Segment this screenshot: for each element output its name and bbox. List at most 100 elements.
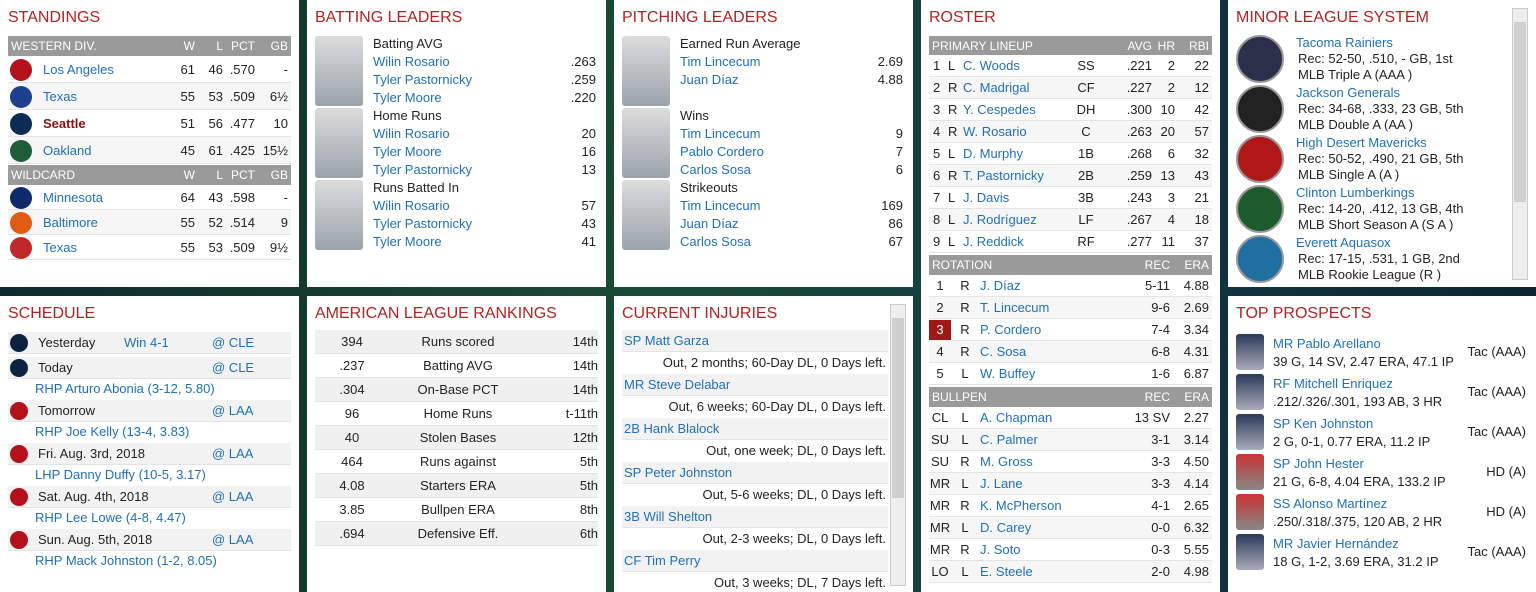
team-name[interactable]: Everett Aquasox xyxy=(1296,235,1391,250)
player-name[interactable]: Y. Cespedes xyxy=(963,102,1036,117)
record: 13 SV xyxy=(1134,410,1170,425)
role: MR xyxy=(929,498,951,513)
standings-row xyxy=(8,235,291,260)
ranking-row xyxy=(315,426,598,450)
role: 1 xyxy=(936,278,944,293)
prospect-name[interactable]: SS Alonso Martínez xyxy=(1273,496,1388,511)
era: 4.98 xyxy=(1183,564,1209,579)
team-name[interactable]: Tacoma Rainiers xyxy=(1296,35,1393,50)
team-name[interactable]: Clinton Lumberkings xyxy=(1296,185,1415,200)
player-name[interactable]: J. Reddick xyxy=(963,234,1024,249)
leader-name[interactable]: Tim Lincecum xyxy=(680,198,761,213)
prospect-name[interactable]: SP John Hester xyxy=(1273,456,1364,471)
probable-pitcher[interactable]: RHP Joe Kelly (13-4, 3.83) xyxy=(35,424,190,439)
player-name[interactable]: D. Carey xyxy=(980,520,1032,535)
leader-name[interactable]: Tyler Pastornicky xyxy=(373,72,472,87)
injury-row xyxy=(622,418,888,440)
player-name[interactable]: P. Cordero xyxy=(980,322,1042,337)
team-name[interactable]: Texas xyxy=(43,239,77,255)
prospect-name[interactable]: MR Pablo Arellano xyxy=(1273,336,1381,351)
team-name[interactable]: Jackson Generals xyxy=(1296,85,1401,100)
roster-row xyxy=(929,99,1212,121)
leader-name[interactable]: Tyler Pastornicky xyxy=(373,216,472,231)
player-name[interactable]: J. Díaz xyxy=(980,278,1021,293)
opponent[interactable]: @ CLE xyxy=(212,335,255,350)
player-name[interactable]: J. Lane xyxy=(980,476,1023,491)
leader-name[interactable]: Juan Díaz xyxy=(680,216,739,231)
leader-name[interactable]: Carlos Sosa xyxy=(680,234,751,249)
leader-name[interactable]: Tyler Moore xyxy=(373,234,442,249)
player-name[interactable]: C. Palmer xyxy=(980,432,1038,447)
leader-name[interactable]: Tyler Moore xyxy=(373,90,442,105)
probable-pitcher[interactable]: RHP Mack Johnston (1-2, 8.05) xyxy=(35,553,217,568)
player-name[interactable]: T. Lincecum xyxy=(980,300,1050,315)
standings-row xyxy=(8,137,291,164)
leader-name[interactable]: Tim Lincecum xyxy=(680,126,761,141)
player-name[interactable]: D. Murphy xyxy=(963,146,1023,161)
injured-player[interactable]: MR Steve Delabar xyxy=(624,377,731,392)
prospect-name[interactable]: SP Ken Johnston xyxy=(1273,416,1374,431)
opponent[interactable]: @ CLE xyxy=(212,360,255,375)
standings-row xyxy=(8,56,291,83)
roster-row xyxy=(929,275,1212,297)
header-label: ERA xyxy=(1184,258,1209,272)
leader-name[interactable]: Tyler Moore xyxy=(373,144,442,159)
team-name[interactable]: Los Angeles xyxy=(43,61,114,77)
player-name[interactable]: E. Steele xyxy=(980,564,1033,579)
prospect-line: .212/.326/.301, 193 AB, 3 HR xyxy=(1273,394,1443,409)
opponent[interactable]: @ LAA xyxy=(212,489,254,504)
era: 4.14 xyxy=(1183,476,1209,491)
probable-pitcher[interactable]: LHP Danny Duffy (10-5, 3.17) xyxy=(35,467,206,482)
injured-player[interactable]: 3B Will Shelton xyxy=(624,509,713,524)
leader-name[interactable]: Carlos Sosa xyxy=(680,162,751,177)
player-name[interactable]: M. Gross xyxy=(980,454,1033,469)
roster-row xyxy=(929,429,1212,451)
player-name[interactable]: J. Davis xyxy=(963,190,1010,205)
player-name[interactable]: C. Woods xyxy=(963,58,1020,73)
leader-name[interactable]: Wilin Rosario xyxy=(373,198,450,213)
injured-player[interactable]: 2B Hank Blalock xyxy=(624,421,720,436)
team-name[interactable]: Texas xyxy=(43,88,77,104)
player-name[interactable]: W. Buffey xyxy=(980,366,1036,381)
roster-row xyxy=(929,209,1212,231)
team-name[interactable]: High Desert Mavericks xyxy=(1296,135,1427,150)
standings-cell: 51 xyxy=(180,115,195,131)
leader-name[interactable]: Tim Lincecum xyxy=(680,54,761,69)
injured-player[interactable]: CF Tim Perry xyxy=(624,553,701,568)
probable-pitcher[interactable]: RHP Arturo Abonia (3-12, 5.80) xyxy=(35,381,215,396)
team-logo xyxy=(1236,85,1284,133)
team-name[interactable]: Minnesota xyxy=(43,189,103,205)
stat-name: Wins xyxy=(680,108,709,123)
injured-player[interactable]: SP Matt Garza xyxy=(624,333,710,348)
game-day: Fri. Aug. 3rd, 2018 xyxy=(38,446,145,461)
leader-name[interactable]: Tyler Pastornicky xyxy=(373,162,472,177)
player-name[interactable]: C. Sosa xyxy=(980,344,1027,359)
game-result[interactable]: Win 4-1 xyxy=(124,335,169,350)
player-name[interactable]: J. Soto xyxy=(980,542,1021,557)
rbi: 43 xyxy=(1194,168,1209,183)
lineup-order: 1 xyxy=(933,58,941,73)
injured-player[interactable]: SP Peter Johnston xyxy=(624,465,733,480)
player-name[interactable]: W. Rosario xyxy=(963,124,1027,139)
player-name[interactable]: T. Pastornicky xyxy=(963,168,1044,183)
header-label: PCT xyxy=(231,168,255,182)
player-name[interactable]: J. Rodríguez xyxy=(963,212,1037,227)
rbi: 42 xyxy=(1194,102,1209,117)
prospect-name[interactable]: RF Mitchell Enriquez xyxy=(1273,376,1393,391)
leader-name[interactable]: Wilin Rosario xyxy=(373,54,450,69)
player-name[interactable]: K. McPherson xyxy=(980,498,1062,513)
player-name[interactable]: A. Chapman xyxy=(980,410,1053,425)
opponent[interactable]: @ LAA xyxy=(212,403,254,418)
prospect-name[interactable]: MR Javier Hernández xyxy=(1273,536,1399,551)
leader-name[interactable]: Juan Díaz xyxy=(680,72,739,87)
player-name[interactable]: C. Madrigal xyxy=(963,80,1030,95)
team-name[interactable]: Baltimore xyxy=(43,214,98,230)
leader-name[interactable]: Pablo Cordero xyxy=(680,144,764,159)
stat-label: On-Base PCT xyxy=(417,382,499,397)
throws: L xyxy=(961,520,969,535)
probable-pitcher[interactable]: RHP Lee Lowe (4-8, 4.47) xyxy=(35,510,186,525)
opponent[interactable]: @ LAA xyxy=(212,532,254,547)
leader-name[interactable]: Wilin Rosario xyxy=(373,126,450,141)
team-name[interactable]: Oakland xyxy=(43,142,92,158)
opponent[interactable]: @ LAA xyxy=(212,446,254,461)
